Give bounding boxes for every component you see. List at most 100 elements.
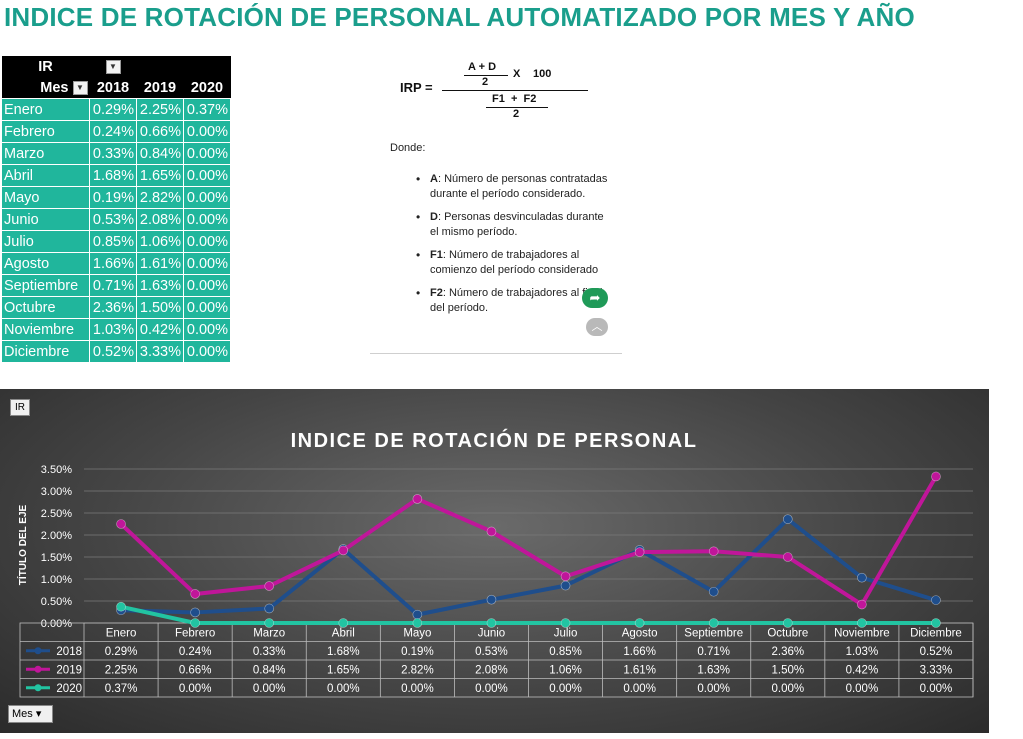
value-cell[interactable]: 0.00% bbox=[183, 230, 231, 253]
month-cell[interactable]: Abril bbox=[1, 164, 90, 187]
share-arrow-icon[interactable]: ➦ bbox=[582, 288, 608, 308]
data-point bbox=[338, 545, 349, 556]
data-point bbox=[190, 618, 200, 628]
chevron-up-icon[interactable]: ︿ bbox=[586, 318, 608, 336]
data-point bbox=[634, 547, 645, 557]
legend-series-name: 2019 bbox=[56, 665, 82, 677]
month-cell[interactable]: Junio bbox=[1, 208, 90, 231]
value-cell[interactable]: 1.66% bbox=[89, 252, 137, 275]
value-cell[interactable]: 0.42% bbox=[136, 318, 184, 341]
value-cell[interactable]: 1.68% bbox=[89, 164, 137, 187]
data-point bbox=[931, 471, 941, 482]
data-label: 0.00% bbox=[920, 683, 953, 695]
month-cell[interactable]: Septiembre bbox=[1, 274, 90, 297]
data-label: 0.00% bbox=[179, 683, 212, 695]
value-cell[interactable]: 0.71% bbox=[89, 274, 137, 297]
data-label: 0.00% bbox=[771, 683, 804, 695]
value-cell[interactable]: 1.50% bbox=[136, 296, 184, 319]
value-cell[interactable]: 0.53% bbox=[89, 208, 137, 231]
value-cell[interactable]: 0.24% bbox=[89, 120, 137, 143]
definition-text: : Número de personas contratadas durante… bbox=[430, 173, 608, 200]
data-label: 0.71% bbox=[697, 646, 730, 658]
data-label: 2.82% bbox=[401, 665, 434, 677]
data-point bbox=[931, 618, 941, 628]
value-cell[interactable]: 2.36% bbox=[89, 296, 137, 319]
data-label: 0.00% bbox=[697, 683, 730, 695]
definition-term: F1 bbox=[430, 249, 443, 261]
value-cell[interactable]: 0.19% bbox=[89, 186, 137, 209]
series-line-2019 bbox=[119, 474, 938, 607]
value-cell[interactable]: 0.66% bbox=[136, 120, 184, 143]
value-cell[interactable]: 0.00% bbox=[183, 208, 231, 231]
value-cell[interactable]: 0.00% bbox=[183, 274, 231, 297]
data-label: 0.84% bbox=[253, 665, 286, 677]
formula-main-fraction-bar bbox=[442, 90, 588, 91]
x-tick-label: Enero bbox=[106, 628, 137, 640]
data-point bbox=[486, 526, 497, 537]
data-label: 0.52% bbox=[920, 646, 953, 658]
value-cell[interactable]: 2.08% bbox=[136, 208, 184, 231]
value-cell[interactable]: 0.00% bbox=[183, 252, 231, 275]
value-cell[interactable]: 0.52% bbox=[89, 340, 137, 363]
value-cell[interactable]: 3.33% bbox=[136, 340, 184, 363]
data-point bbox=[857, 618, 867, 628]
column-filter-button[interactable]: ▼ bbox=[105, 59, 121, 74]
data-point bbox=[412, 618, 423, 628]
month-cell[interactable]: Febrero bbox=[1, 120, 90, 143]
value-cell[interactable]: 1.06% bbox=[136, 230, 184, 253]
formula-times: X bbox=[513, 68, 521, 80]
table-row: Septiembre 0.71% 1.63% 0.00% bbox=[1, 274, 231, 297]
value-cell[interactable]: 0.00% bbox=[183, 164, 231, 187]
y-tick-label: 1.00% bbox=[41, 574, 72, 586]
data-point bbox=[560, 571, 571, 582]
value-cell[interactable]: 1.63% bbox=[136, 274, 184, 297]
divider bbox=[370, 353, 622, 354]
month-cell[interactable]: Octubre bbox=[1, 296, 90, 319]
field-button-ir[interactable]: IR bbox=[10, 399, 30, 416]
value-cell[interactable]: 0.84% bbox=[136, 142, 184, 165]
table-row: Noviembre 1.03% 0.42% 0.00% bbox=[1, 318, 231, 341]
y-tick-label: 0.00% bbox=[41, 618, 72, 630]
month-cell[interactable]: Enero bbox=[1, 98, 90, 121]
data-label: 0.00% bbox=[401, 683, 434, 695]
value-cell[interactable]: 0.29% bbox=[89, 98, 137, 121]
value-cell[interactable]: 0.33% bbox=[89, 142, 137, 165]
value-cell[interactable]: 1.03% bbox=[89, 318, 137, 341]
series-line-2020 bbox=[119, 604, 938, 625]
formula-num-bottom: 2 bbox=[482, 76, 489, 88]
month-cell[interactable]: Mayo bbox=[1, 186, 90, 209]
value-cell[interactable]: 0.00% bbox=[183, 340, 231, 363]
value-cell[interactable]: 1.65% bbox=[136, 164, 184, 187]
formula-den-fraction-bar bbox=[486, 107, 548, 108]
definition-text: : Número de trabajadores al final del pe… bbox=[430, 287, 603, 314]
chevron-down-icon: ▾ bbox=[35, 708, 42, 720]
value-cell[interactable]: 2.82% bbox=[136, 186, 184, 209]
data-label: 1.66% bbox=[623, 646, 656, 658]
data-point bbox=[708, 586, 719, 597]
month-cell[interactable]: Julio bbox=[1, 230, 90, 253]
year-header: 2018 bbox=[89, 77, 137, 99]
month-cell[interactable]: Diciembre bbox=[1, 340, 90, 363]
value-cell[interactable]: 1.61% bbox=[136, 252, 184, 275]
value-cell[interactable]: 0.00% bbox=[183, 142, 231, 165]
row-filter-button[interactable]: ▼ bbox=[72, 80, 88, 95]
definition-term: F2 bbox=[430, 287, 443, 299]
value-cell[interactable]: 0.37% bbox=[183, 98, 231, 121]
data-label: 1.68% bbox=[327, 646, 360, 658]
value-cell[interactable]: 0.00% bbox=[183, 120, 231, 143]
table-row: Mayo 0.19% 2.82% 0.00% bbox=[1, 186, 231, 209]
value-cell[interactable]: 0.85% bbox=[89, 230, 137, 253]
month-cell[interactable]: Noviembre bbox=[1, 318, 90, 341]
month-cell[interactable]: Marzo bbox=[1, 142, 90, 165]
month-cell[interactable]: Agosto bbox=[1, 252, 90, 275]
table-row: Febrero 0.24% 0.66% 0.00% bbox=[1, 120, 231, 143]
value-cell[interactable]: 0.00% bbox=[183, 186, 231, 209]
data-point bbox=[486, 594, 497, 605]
gridlines bbox=[84, 468, 973, 624]
value-cell[interactable]: 2.25% bbox=[136, 98, 184, 121]
table-row: Agosto 1.66% 1.61% 0.00% bbox=[1, 252, 231, 275]
value-cell[interactable]: 0.00% bbox=[183, 318, 231, 341]
value-cell[interactable]: 0.00% bbox=[183, 296, 231, 319]
axis-field-button-mes[interactable]: Mes ▾ bbox=[8, 705, 53, 723]
series-line-2018 bbox=[119, 517, 938, 617]
